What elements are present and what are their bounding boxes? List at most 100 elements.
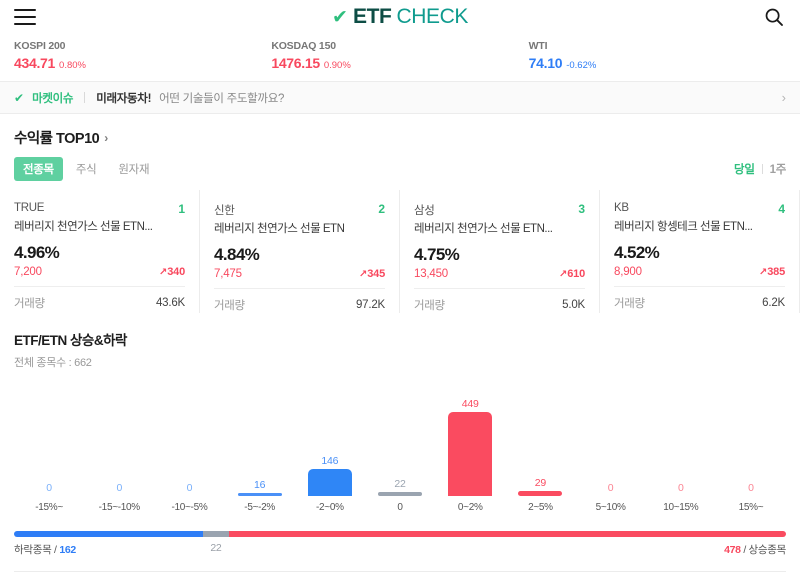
top10-card[interactable]: KB 4 레버리지 항셍테크 선물 ETN... 4.52% 8,900 ↗38… (614, 190, 800, 313)
bar-value-label: 449 (461, 398, 479, 410)
logo-text-etf: ETF (352, 5, 392, 28)
ticker-change: -0.62% (566, 60, 597, 71)
bar-column: 0 (154, 378, 224, 496)
top10-card[interactable]: 삼성 3 레버리지 천연가스 선물 ETN... 4.75% 13,450 ↗6… (414, 190, 600, 313)
market-issue-banner[interactable]: ✔ 마켓이슈 미래자동차! 어떤 기술들이 주도할까요? › (0, 82, 800, 114)
chart-x-axis: -15%~ -15~-10% -10~-5% -5~-2% -2~0% 0 0~2% 2~5%… (14, 502, 786, 513)
bar-column: 16 (225, 378, 295, 496)
chevron-right-icon[interactable]: › (781, 90, 786, 105)
period-toggle-group: 당일 1주 (734, 161, 786, 177)
card-product-name: 레버리지 항셍테크 선물 ETN... (614, 221, 753, 233)
rise-fall-ratio: 하락종목 / 162 22 478 / 상승종목 (0, 531, 800, 572)
ticker-item[interactable]: KOSPI 200 434.71 0.80% (14, 40, 271, 71)
bar (307, 469, 352, 496)
top10-card-carousel[interactable]: TRUE 1 레버리지 천연가스 선물 ETN... 4.96% 7,200 ↗… (0, 190, 800, 313)
bar-value-label: 0 (677, 482, 684, 494)
rise-fall-chart-section: ETF/ETN 상승&하락 전체 종목수 : 662 0 0 0 16 146 22 449… (0, 313, 800, 513)
ticker-price: 74.10 (528, 55, 563, 71)
ticker-price: 434.71 (14, 55, 56, 71)
top10-header[interactable]: 수익률 TOP10 › (14, 127, 786, 148)
ratio-segment-flat (203, 531, 229, 537)
card-delta: ↗385 (759, 266, 785, 278)
bar (237, 493, 282, 496)
card-volume-label: 거래량 (14, 298, 45, 310)
ticker-name: KOSDAQ 150 (271, 40, 336, 52)
card-product-name: 레버리지 천연가스 선물 ETN... (14, 221, 153, 233)
axis-tick-label: -15%~ (35, 502, 63, 513)
decline-label: 하락종목 / 162 (14, 544, 76, 556)
bar-value-label: 16 (254, 479, 266, 491)
bar-value-label: 0 (186, 482, 193, 494)
ticker-item[interactable]: WTI 74.10 -0.62% (529, 40, 786, 71)
chart-subtitle: 전체 종목수 : 662 (14, 357, 92, 369)
bar-value-label: 22 (394, 478, 406, 490)
market-issue-tag: 마켓이슈 (32, 92, 74, 105)
axis-tick-label: -15~-10% (98, 502, 141, 513)
card-return-rate: 4.52% (614, 243, 660, 262)
chip-all[interactable]: 전종목 (14, 157, 63, 181)
divider (14, 571, 786, 572)
axis-tick-label: -5~-2% (244, 502, 276, 513)
card-volume-value: 6.2K (762, 297, 785, 309)
axis-tick-label: 5~10% (595, 502, 626, 513)
axis-tick-label: 10~15% (663, 502, 699, 513)
chart-title: ETF/ETN 상승&하락 (14, 333, 127, 348)
ratio-progress-bar (14, 531, 786, 537)
app-header: ✔ ETF CHECK (0, 0, 800, 34)
axis-tick-label: 15%~ (738, 502, 764, 513)
logo-text-check: CHECK (396, 5, 468, 28)
bar-value-label: 146 (321, 455, 339, 467)
page-title: 수익률 TOP10 (14, 131, 100, 147)
card-volume-value: 97.2K (355, 299, 385, 311)
top10-filter-row: 전종목 주식 원자재 당일 1주 (14, 157, 786, 181)
category-chip-group: 전종목 주식 원자재 (14, 157, 158, 181)
chevron-right-icon[interactable]: › (104, 130, 109, 145)
bar-value-label: 0 (116, 482, 123, 494)
card-brand: 삼성 (414, 205, 435, 217)
bar (448, 412, 493, 496)
card-delta: ↗340 (159, 266, 185, 278)
market-issue-text: 어떤 기술들이 주도할까요? (159, 92, 285, 105)
card-volume-value: 43.6K (155, 297, 185, 309)
card-brand: TRUE (14, 202, 45, 214)
arrow-up-icon: ↗ (559, 269, 568, 280)
ticker-price: 1476.15 (271, 55, 320, 71)
top10-card[interactable]: TRUE 1 레버리지 천연가스 선물 ETN... 4.96% 7,200 ↗… (14, 190, 200, 313)
bar-column: 0 (576, 378, 646, 496)
axis-tick-label: 2~5% (528, 502, 553, 513)
card-price: 8,900 (614, 266, 642, 278)
bar-column: 22 (365, 378, 435, 496)
ticker-name: KOSPI 200 (14, 40, 66, 52)
chip-stock[interactable]: 주식 (75, 164, 97, 176)
card-price: 7,475 (214, 268, 242, 280)
ratio-segment-down (14, 531, 204, 537)
card-delta: ↗345 (359, 268, 385, 280)
card-price: 13,450 (414, 268, 448, 280)
bar-column: 29 (505, 378, 575, 496)
period-today[interactable]: 당일 (734, 164, 755, 176)
bar-value-label: 0 (748, 482, 754, 494)
ticker-item[interactable]: KOSDAQ 150 1476.15 0.90% (271, 40, 528, 71)
market-issue-headline: 미래자동차! (96, 92, 152, 105)
hamburger-icon[interactable] (14, 9, 36, 25)
ticker-change: 0.90% (323, 60, 351, 71)
arrow-up-icon: ↗ (159, 267, 168, 278)
card-volume-label: 거래량 (214, 300, 245, 312)
card-product-name: 레버리지 천연가스 선물 ETN (214, 223, 345, 235)
divider (761, 164, 763, 174)
bar-column: 146 (295, 378, 365, 496)
card-brand: KB (614, 202, 629, 214)
card-delta: ↗610 (559, 268, 585, 280)
axis-tick-label: 0~2% (457, 502, 483, 513)
card-price: 7,200 (14, 266, 42, 278)
top10-card[interactable]: 신한 2 레버리지 천연가스 선물 ETN 4.84% 7,475 ↗345 거… (214, 190, 400, 313)
search-icon[interactable] (762, 5, 786, 29)
card-return-rate: 4.96% (14, 243, 60, 262)
chip-commodity[interactable]: 원자재 (118, 164, 150, 176)
arrow-up-icon: ↗ (759, 267, 768, 278)
decline-count: 162 (59, 544, 76, 556)
card-brand: 신한 (214, 205, 235, 217)
unchanged-count: 22 (210, 542, 222, 554)
arrow-up-icon: ↗ (359, 269, 368, 280)
period-week[interactable]: 1주 (769, 164, 787, 176)
